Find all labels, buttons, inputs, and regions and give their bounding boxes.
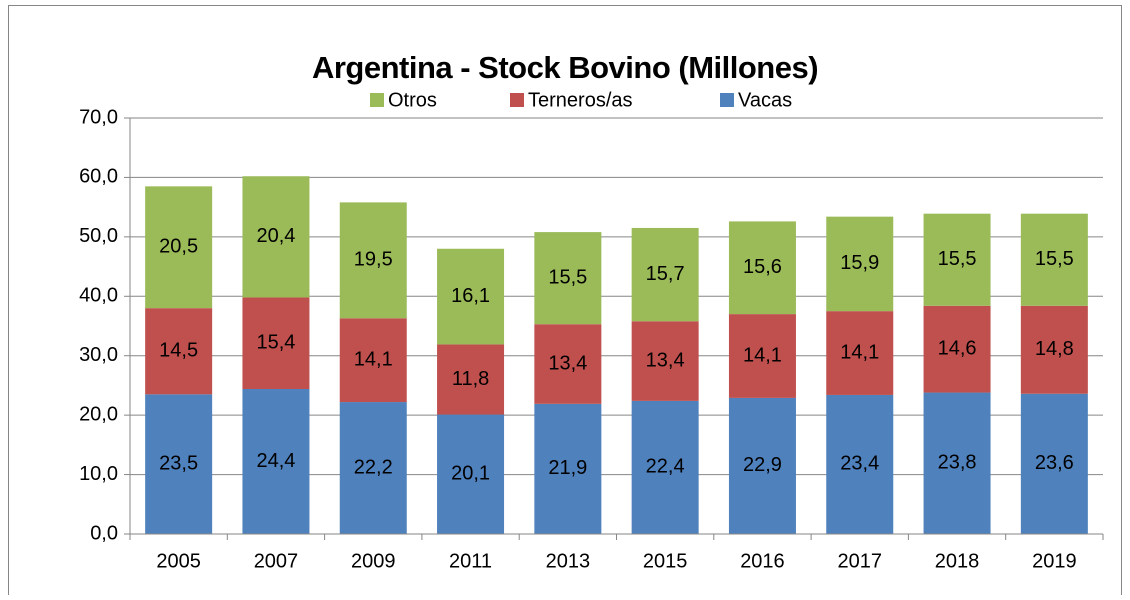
bar-segment	[923, 305, 991, 393]
legend-label: Terneros/as	[528, 89, 633, 111]
data-label: 15,5	[548, 266, 587, 288]
bar-segment	[728, 314, 796, 398]
data-label: 15,6	[743, 256, 782, 278]
bar-segment	[437, 344, 505, 415]
y-tick-label: 70,0	[79, 106, 118, 128]
data-label: 23,6	[1035, 452, 1074, 474]
data-label: 16,1	[451, 285, 490, 307]
data-label: 15,4	[256, 332, 295, 354]
data-label: 14,1	[743, 344, 782, 366]
data-label: 20,5	[159, 236, 198, 258]
legend-label: Vacas	[738, 89, 792, 111]
x-tick-label: 2016	[740, 550, 785, 572]
bar-segment	[339, 202, 407, 319]
y-tick-label: 20,0	[79, 403, 118, 425]
bar-segment	[1020, 213, 1088, 306]
data-label: 22,2	[354, 456, 393, 478]
bar-segment	[339, 402, 407, 534]
data-label: 14,6	[938, 337, 977, 359]
x-tick-label: 2019	[1032, 550, 1077, 572]
y-tick-label: 50,0	[79, 225, 118, 247]
bar-segment	[728, 397, 796, 534]
bar-segment	[534, 403, 602, 534]
data-label: 14,1	[354, 348, 393, 370]
bar-segment	[923, 392, 991, 534]
y-tick-label: 60,0	[79, 166, 118, 188]
bar-segment	[1020, 393, 1088, 534]
bar-segment	[339, 318, 407, 403]
y-tick-label: 40,0	[79, 285, 118, 307]
y-tick-label: 0,0	[90, 522, 118, 544]
data-label: 23,5	[159, 452, 198, 474]
data-label: 14,8	[1035, 338, 1074, 360]
legend-swatch	[510, 93, 524, 107]
data-label: 15,7	[646, 263, 685, 285]
data-label: 20,1	[451, 463, 490, 485]
bar-segment	[242, 176, 310, 298]
bar-segment	[534, 232, 602, 325]
x-tick-label: 2005	[156, 550, 201, 572]
legend-swatch	[720, 93, 734, 107]
bar-segment	[631, 400, 699, 534]
bar-segment	[923, 213, 991, 306]
data-label: 22,9	[743, 454, 782, 476]
bar-segment	[728, 221, 796, 315]
data-label: 14,5	[159, 340, 198, 362]
data-label: 11,8	[452, 368, 489, 390]
bar-segment	[631, 227, 699, 322]
bar-segment	[242, 388, 310, 534]
x-tick-label: 2007	[254, 550, 299, 572]
y-tick-label: 10,0	[79, 463, 118, 485]
chart-title: Argentina - Stock Bovino (Millones)	[312, 50, 818, 85]
y-tick-label: 30,0	[79, 344, 118, 366]
legend-label: Otros	[388, 89, 437, 111]
bar-segment	[242, 297, 310, 389]
data-label: 13,4	[646, 349, 685, 371]
x-tick-label: 2013	[546, 550, 591, 572]
data-label: 19,5	[354, 249, 393, 271]
x-tick-label: 2011	[449, 550, 492, 572]
data-label: 14,1	[840, 341, 879, 363]
data-label: 22,4	[646, 456, 685, 478]
data-label: 20,4	[256, 225, 295, 247]
bar-segment	[1020, 305, 1088, 394]
data-label: 23,8	[938, 452, 977, 474]
bar-segment	[826, 394, 894, 534]
data-label: 13,4	[548, 352, 587, 374]
data-label: 24,4	[256, 450, 295, 472]
bar-segment	[826, 311, 894, 395]
x-tick-label: 2018	[935, 550, 980, 572]
data-label: 23,4	[840, 453, 879, 475]
bar-segment	[437, 248, 505, 345]
bar-segment	[437, 414, 505, 534]
bar-segment	[826, 216, 894, 312]
data-label: 15,5	[938, 248, 977, 270]
x-tick-label: 2015	[643, 550, 688, 572]
data-label: 15,5	[1035, 248, 1074, 270]
bar-segment	[145, 308, 213, 395]
x-tick-label: 2009	[351, 550, 396, 572]
data-label: 21,9	[548, 457, 587, 479]
bar-segment	[145, 394, 213, 534]
x-tick-label: 2017	[838, 550, 883, 572]
data-label: 15,9	[840, 252, 879, 274]
bar-segment	[631, 321, 699, 401]
bar-segment	[534, 324, 602, 404]
legend-swatch	[370, 93, 384, 107]
bar-segment	[145, 186, 213, 309]
